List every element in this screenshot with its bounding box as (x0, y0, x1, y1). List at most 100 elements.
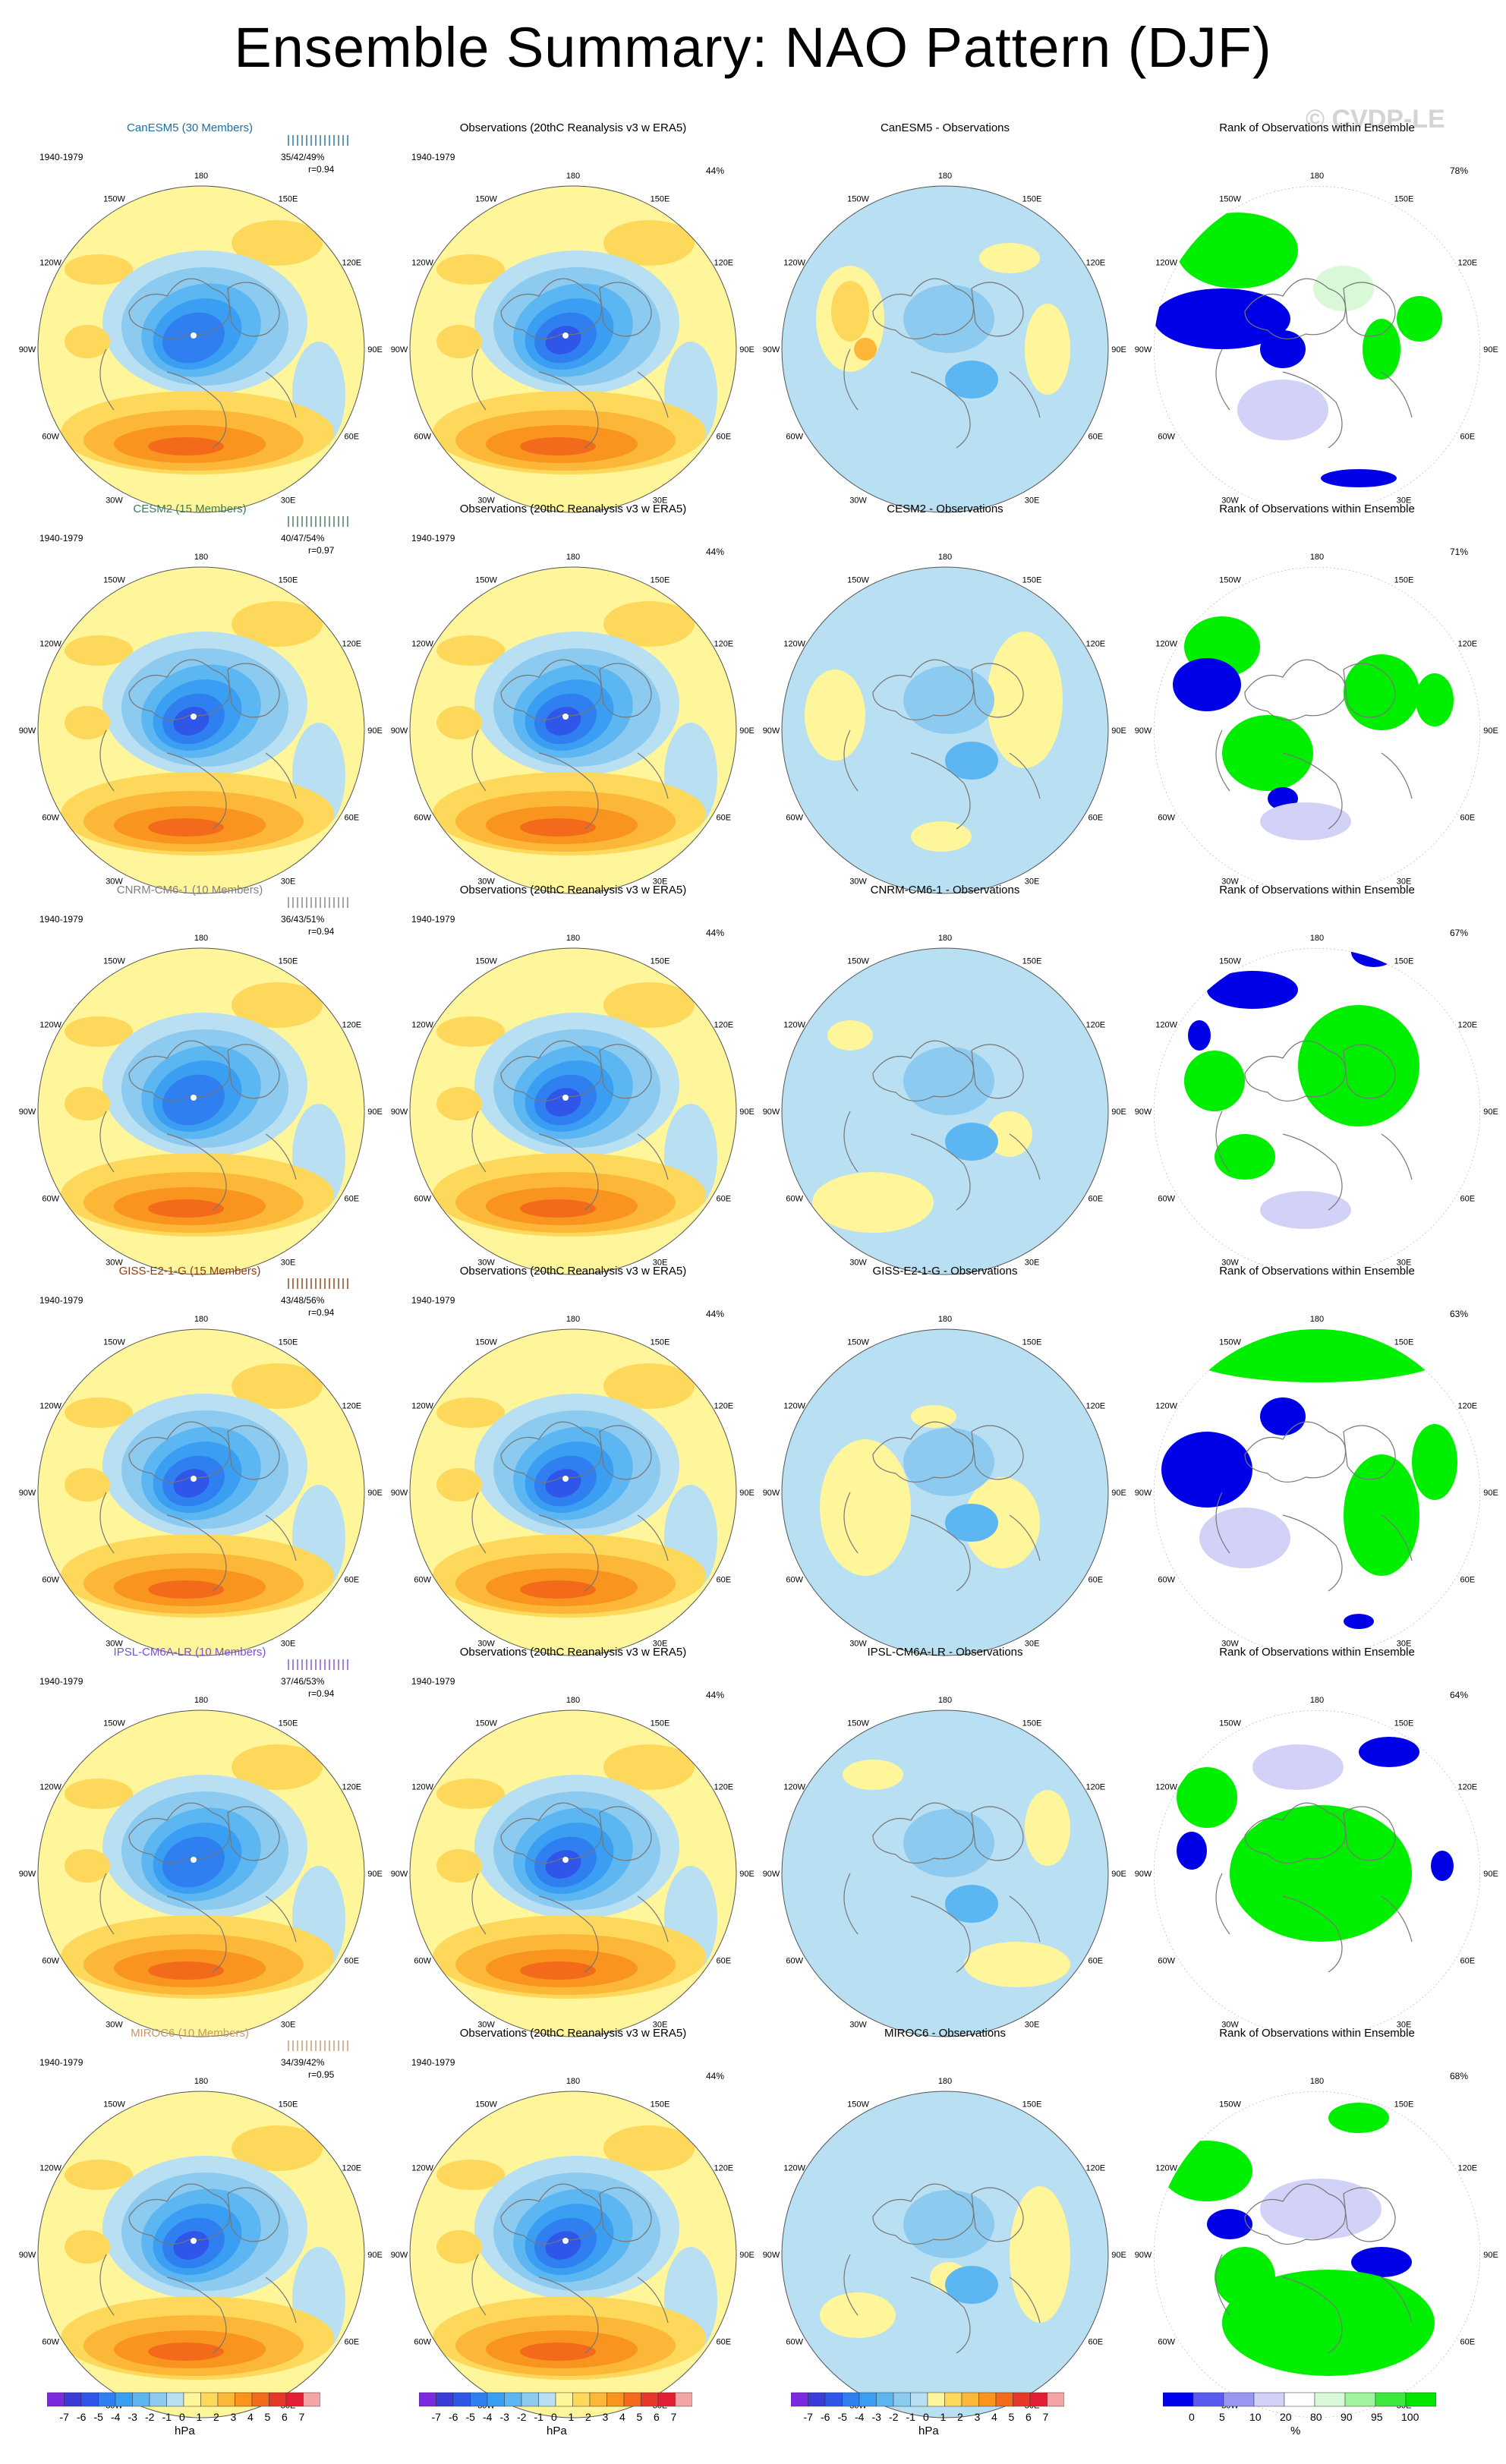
positive-anomaly-0 (820, 1439, 911, 1576)
colorbar-swatch (927, 2392, 945, 2407)
north-american-high (65, 1016, 133, 1047)
coastline (1215, 1873, 1230, 1935)
rank-region-4 (1397, 296, 1442, 342)
lon-label-e: 90E (1483, 2251, 1498, 2260)
lon-label-wsw: 60W (1158, 1576, 1175, 1585)
colorbar-swatch (149, 2392, 167, 2407)
map-border (409, 1328, 737, 1656)
model-title: CESM2 (15 Members) (133, 503, 247, 515)
map-border (781, 947, 1109, 1275)
lon-label-w: 90W (763, 1108, 780, 1117)
coastline (872, 1802, 975, 1864)
coastline (1282, 752, 1343, 830)
panel-rank-4: 180150E120E90E60E30E030W60W90W120W150WRa… (1131, 1646, 1503, 2040)
panel-diff-3: 180150E120E90E60E30E030W60W90W120W150WGI… (759, 1265, 1131, 1659)
polar-map: 180150E120E90E60E30E030W60W90W120W150W (763, 172, 1126, 513)
colorbar-label: -6 (449, 2411, 458, 2423)
colorbar-swatch (675, 2392, 693, 2407)
colorbar-swatches (790, 2392, 1065, 2407)
lon-label-w: 90W (391, 726, 408, 736)
lon-label-nne: 150E (1394, 957, 1414, 966)
lon-label-wnw: 120W (1155, 1021, 1177, 1030)
coastline (128, 1802, 231, 1864)
coastline (872, 278, 975, 339)
colorbar-label: 2 (213, 2411, 219, 2423)
diff-title: IPSL-CM6A-LR - Observations (867, 1646, 1023, 1659)
positive-anomaly-1 (987, 632, 1063, 768)
lon-label-sse: 30E (281, 877, 296, 886)
arctic-low-core (545, 707, 581, 736)
map-border (781, 566, 1109, 894)
colorbar-label: -2 (145, 2411, 155, 2423)
lon-label-e: 90E (1111, 1489, 1126, 1498)
watermark: © CVDP-LE (1306, 105, 1445, 134)
pacific-high (603, 982, 695, 1028)
coastline (99, 2254, 115, 2316)
coastline (971, 2187, 1024, 2242)
coastline (166, 752, 227, 830)
lon-label-w: 90W (1135, 1870, 1152, 1879)
lon-label-wsw: 60W (786, 2338, 803, 2347)
lon-label-wnw: 120W (411, 640, 433, 649)
coastline (1244, 1802, 1347, 1864)
lon-label-nnw: 150W (475, 1338, 497, 1347)
map-border (37, 947, 365, 1275)
lon-label-nne: 150E (651, 195, 670, 204)
pattern-stats: 43/48/56% (281, 1295, 325, 1306)
coastline (1381, 1133, 1413, 1180)
polar-map: 180150E120E90E60E30E030W60W90W120W150W (1135, 2077, 1498, 2418)
coastline (1381, 752, 1413, 799)
panel-obs-5: 180150E120E90E60E30E030W60W90W120W150WOb… (387, 2027, 759, 2421)
coastline (99, 1873, 115, 1935)
pole-marker (562, 1095, 569, 1101)
lon-label-wnw: 120W (1155, 2164, 1177, 2173)
lon-label-wnw: 120W (39, 259, 61, 268)
lon-label-w: 90W (19, 1108, 36, 1117)
lon-label-n: 180 (938, 1315, 952, 1324)
lon-label-w: 90W (1135, 1489, 1152, 1498)
lon-label-wnw: 120W (783, 2164, 805, 2173)
coastline (500, 2183, 603, 2245)
colorbar-swatch (235, 2392, 253, 2407)
period-label: 1940-1979 (39, 152, 83, 162)
model-title: GISS-E2-1-G (15 Members) (118, 1265, 261, 1278)
lon-label-ene: 120E (342, 640, 361, 649)
positive-anomaly-2 (1025, 304, 1070, 395)
coastline (166, 1514, 227, 1592)
rank-region-1 (1154, 288, 1290, 349)
coastline (265, 1514, 297, 1561)
lon-label-nne: 150E (1022, 195, 1042, 204)
coastline (128, 1421, 231, 1482)
coastline (265, 2277, 297, 2324)
lon-label-wsw: 60W (42, 1957, 59, 1966)
coastline (227, 1044, 280, 1099)
rank-region-0 (1359, 1737, 1419, 1767)
lon-label-wnw: 120W (1155, 259, 1177, 268)
coastline (471, 2254, 487, 2316)
member-ticks (288, 516, 348, 527)
lon-label-wnw: 120W (39, 1021, 61, 1030)
west-atlantic-high (65, 1468, 110, 1501)
coastline (599, 1044, 652, 1099)
polar-map: 180150E120E90E60E30E030W60W90W120W150W (391, 553, 755, 894)
rank-region-3 (1222, 715, 1313, 791)
colorbar-label: 6 (654, 2411, 660, 2423)
lon-label-ese: 60E (1460, 814, 1476, 823)
colorbar-label: -2 (517, 2411, 527, 2423)
lon-label-ssw: 30W (849, 496, 867, 505)
lon-label-e: 90E (367, 1108, 383, 1117)
atlantic-high-core (520, 1961, 596, 1980)
colorbar-label: -2 (889, 2411, 899, 2423)
arctic-low-core (173, 1469, 210, 1498)
polar-map: 180150E120E90E60E30E030W60W90W120W150W (391, 2077, 755, 2418)
pattern-stats: 40/47/54% (281, 533, 325, 544)
coastline (872, 1040, 975, 1101)
lon-label-sse: 30E (653, 1258, 668, 1267)
colorbar-swatch (589, 2392, 607, 2407)
lon-label-wsw: 60W (786, 1576, 803, 1585)
west-atlantic-high (65, 2230, 110, 2264)
atlantic-high-core (148, 818, 224, 837)
negative-anomaly-core (945, 2266, 998, 2304)
lon-label-nne: 150E (1022, 957, 1042, 966)
colorbar-swatch (995, 2392, 1013, 2407)
